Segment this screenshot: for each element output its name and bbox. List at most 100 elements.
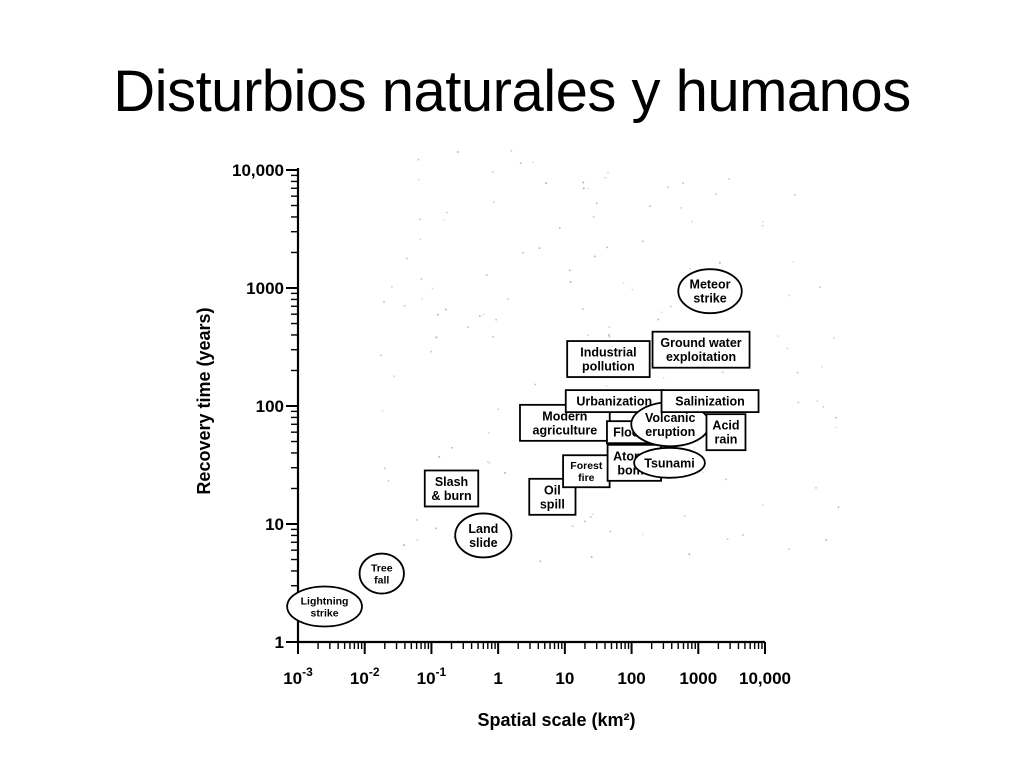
noise-dot bbox=[641, 240, 644, 243]
noise-dot bbox=[822, 405, 824, 408]
event-marker: Meteor strike bbox=[677, 268, 743, 315]
noise-dot bbox=[777, 335, 779, 337]
noise-dot bbox=[435, 527, 437, 530]
noise-dot bbox=[393, 375, 395, 378]
y-tick-label: 10,000 bbox=[232, 161, 284, 180]
noise-dot bbox=[488, 432, 490, 434]
noise-dot bbox=[492, 171, 494, 173]
event-label: Slash & burn bbox=[431, 475, 471, 503]
noise-dot bbox=[403, 544, 405, 546]
event-ellipse bbox=[454, 512, 513, 559]
noise-dot bbox=[592, 215, 595, 218]
noise-dot bbox=[642, 533, 644, 536]
noise-dot bbox=[383, 301, 385, 303]
noise-dot bbox=[417, 158, 420, 161]
noise-dot bbox=[833, 337, 835, 339]
noise-dot bbox=[609, 530, 612, 533]
x-tick-label: 1 bbox=[493, 669, 502, 688]
noise-dot bbox=[762, 504, 764, 506]
event-ellipse bbox=[633, 446, 706, 479]
noise-dot bbox=[487, 460, 489, 463]
noise-dot bbox=[719, 262, 721, 264]
noise-dot bbox=[418, 178, 420, 181]
noise-dot bbox=[786, 347, 789, 350]
event-box bbox=[423, 469, 480, 508]
noise-dot bbox=[569, 281, 572, 283]
noise-dot bbox=[649, 205, 651, 207]
event-marker: Urbanization bbox=[564, 389, 664, 414]
x-tick-label: 10-2 bbox=[350, 665, 380, 688]
noise-dot bbox=[670, 305, 672, 308]
noise-dot bbox=[825, 539, 827, 541]
noise-dot bbox=[437, 313, 439, 316]
event-label: Ground water exploitation bbox=[660, 336, 741, 364]
noise-dot bbox=[453, 536, 455, 539]
noise-dot bbox=[495, 318, 497, 321]
noise-dot bbox=[815, 487, 817, 489]
noise-dot bbox=[725, 478, 727, 481]
event-marker: Industrial pollution bbox=[566, 340, 651, 378]
noise-dot bbox=[381, 410, 384, 412]
noise-dot bbox=[488, 462, 491, 464]
noise-dot bbox=[608, 334, 610, 336]
noise-dot bbox=[538, 247, 541, 249]
event-box bbox=[528, 477, 577, 516]
noise-dot bbox=[383, 467, 386, 470]
noise-dot bbox=[435, 336, 438, 339]
x-tick-label: 100 bbox=[617, 669, 645, 688]
noise-dot bbox=[545, 182, 547, 184]
y-axis-title: Recovery time (years) bbox=[194, 307, 214, 494]
noise-dot bbox=[660, 311, 663, 313]
x-tick-label: 10 bbox=[555, 669, 574, 688]
noise-dot bbox=[835, 416, 837, 419]
noise-dot bbox=[587, 187, 589, 190]
event-marker: Slash & burn bbox=[423, 469, 480, 508]
event-label: Industrial pollution bbox=[580, 346, 636, 374]
noise-dot bbox=[582, 187, 585, 190]
noise-dot bbox=[589, 516, 592, 518]
event-marker: Volcanic eruption bbox=[630, 401, 711, 448]
noise-dot bbox=[689, 267, 691, 270]
noise-dot bbox=[492, 201, 495, 203]
noise-dot bbox=[657, 318, 659, 321]
noise-dot bbox=[797, 401, 800, 404]
noise-dot bbox=[606, 246, 608, 249]
noise-dot bbox=[683, 515, 686, 517]
noise-dot bbox=[387, 480, 390, 482]
event-label: Salinization bbox=[675, 395, 744, 409]
x-axis-title: Spatial scale (km²) bbox=[477, 710, 635, 730]
noise-dot bbox=[762, 220, 764, 223]
x-tick-label: 1000 bbox=[679, 669, 717, 688]
noise-dot bbox=[416, 519, 418, 521]
noise-dot bbox=[608, 336, 611, 338]
noise-dot bbox=[788, 548, 790, 550]
event-label: Tree fall bbox=[371, 562, 393, 586]
event-ellipse bbox=[358, 552, 405, 595]
event-label: Urbanization bbox=[576, 395, 652, 409]
noise-dot bbox=[593, 255, 596, 258]
noise-dot bbox=[688, 553, 691, 556]
noise-dot bbox=[693, 447, 696, 449]
noise-dot bbox=[605, 385, 608, 388]
noise-dot bbox=[571, 525, 574, 528]
chart-points: Lightning strike Tree fall Slash & burn Land sl… bbox=[286, 268, 760, 628]
noise-dot bbox=[682, 182, 684, 184]
event-ellipse bbox=[286, 585, 363, 628]
noise-dot bbox=[391, 285, 393, 288]
noise-dot bbox=[479, 315, 481, 317]
event-label: Forest fire bbox=[570, 460, 603, 484]
event-marker: Salinization bbox=[660, 389, 760, 414]
noise-dot bbox=[532, 161, 534, 164]
event-label: Oil spill bbox=[540, 483, 565, 511]
event-label: Lightning strike bbox=[301, 595, 349, 619]
noise-dot bbox=[485, 274, 488, 276]
event-marker: Ground water exploitation bbox=[651, 330, 751, 369]
y-axis-ticks: 1 10 100 1000 10,000 bbox=[232, 161, 298, 652]
noise-dot bbox=[604, 176, 607, 179]
event-label: Volcanic eruption bbox=[645, 411, 696, 439]
event-marker: Forest fire bbox=[562, 454, 611, 489]
noise-dot bbox=[837, 506, 840, 508]
noise-dot bbox=[702, 471, 704, 474]
noise-dot bbox=[406, 257, 408, 260]
noise-dot bbox=[380, 354, 382, 357]
